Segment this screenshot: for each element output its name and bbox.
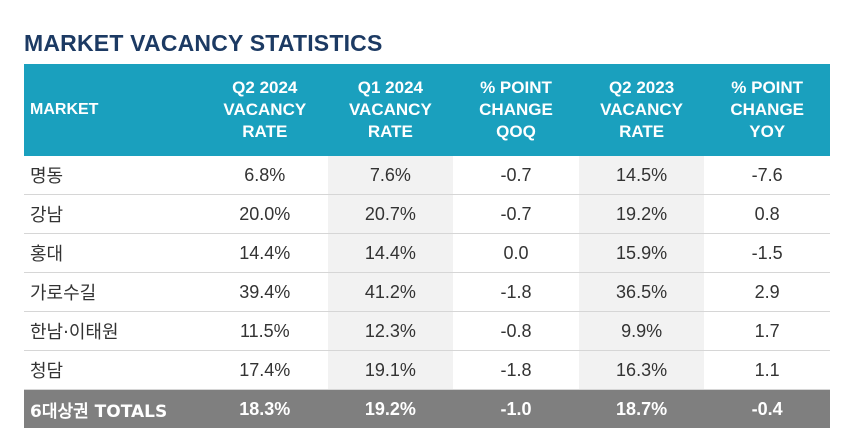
yoy-change-cell: 2.9: [704, 272, 830, 312]
qoq-change-cell: -1.8: [453, 350, 579, 390]
table-row: 한남·이태원 11.5% 12.3% -0.8 9.9% 1.7: [24, 311, 830, 351]
q1-2024-vacancy-cell: 20.7%: [327, 194, 454, 234]
yoy-change-cell: -1.5: [704, 233, 830, 273]
q1-2024-vacancy-cell: 7.6%: [327, 156, 454, 195]
header-line: % POINT: [731, 78, 804, 97]
header-point-change-qoq: % POINT CHANGE QOQ: [453, 64, 579, 156]
market-cell: 가로수길: [24, 272, 202, 312]
totals-row: 6대상권 TOTALS 18.3% 19.2% -1.0 18.7% -0.4: [24, 389, 830, 428]
header-line: VACANCY: [348, 100, 432, 119]
qoq-change-cell: -0.7: [453, 194, 579, 234]
header-line: RATE: [242, 122, 288, 141]
header-line: % POINT: [480, 78, 552, 97]
page-title: MARKET VACANCY STATISTICS: [24, 30, 383, 56]
header-line: VACANCY: [600, 100, 683, 119]
totals-q1-2024-vacancy-cell: 19.2%: [327, 389, 454, 428]
table-header-row: MARKET Q2 2024 VACANCY RATE Q1 2024 VACANCY RA…: [24, 64, 830, 156]
header-line: RATE: [619, 122, 665, 141]
qoq-change-cell: -0.8: [453, 311, 579, 351]
q2-2024-vacancy-cell: 39.4%: [202, 272, 328, 312]
vacancy-table: MARKET Q2 2024 VACANCY RATE Q1 2024 VACANCY RA…: [24, 64, 830, 428]
qoq-change-cell: -0.7: [453, 156, 579, 195]
header-market: MARKET: [24, 64, 202, 156]
market-cell: 청담: [24, 350, 202, 390]
q1-2024-vacancy-cell: 14.4%: [327, 233, 454, 273]
q1-2024-vacancy-cell: 41.2%: [327, 272, 454, 312]
totals-yoy-change-cell: -0.4: [704, 389, 830, 428]
header-line: MARKET: [30, 101, 99, 118]
q1-2024-vacancy-cell: 12.3%: [327, 311, 454, 351]
market-cell: 강남: [24, 194, 202, 234]
market-cell: 명동: [24, 156, 202, 195]
yoy-change-cell: 1.7: [704, 311, 830, 351]
qoq-change-cell: -1.8: [453, 272, 579, 312]
header-line: RATE: [367, 122, 413, 141]
q2-2023-vacancy-cell: 36.5%: [578, 272, 705, 312]
table-row: 명동 6.8% 7.6% -0.7 14.5% -7.6: [24, 156, 830, 195]
table-body: 명동 6.8% 7.6% -0.7 14.5% -7.6 강남 20.0% 20.7% -0.7 1…: [24, 156, 830, 390]
header-q2-2024-vacancy-rate: Q2 2024 VACANCY RATE: [202, 64, 328, 156]
totals-qoq-change-cell: -1.0: [453, 389, 579, 428]
table-row: 청담 17.4% 19.1% -1.8 16.3% 1.1: [24, 350, 830, 390]
header-line: CHANGE: [479, 100, 553, 119]
market-cell: 홍대: [24, 233, 202, 273]
header-q1-2024-vacancy-rate: Q1 2024 VACANCY RATE: [327, 64, 454, 156]
table-row: 강남 20.0% 20.7% -0.7 19.2% 0.8: [24, 194, 830, 234]
table-row: 가로수길 39.4% 41.2% -1.8 36.5% 2.9: [24, 272, 830, 312]
q2-2023-vacancy-cell: 15.9%: [578, 233, 705, 273]
q2-2023-vacancy-cell: 9.9%: [578, 311, 705, 351]
header-line: QOQ: [496, 122, 536, 141]
yoy-change-cell: 0.8: [704, 194, 830, 234]
header-line: Q1 2024: [357, 78, 423, 97]
totals-q2-2023-vacancy-cell: 18.7%: [578, 389, 705, 428]
header-point-change-yoy: % POINT CHANGE YOY: [704, 64, 830, 156]
yoy-change-cell: 1.1: [704, 350, 830, 390]
market-cell: 한남·이태원: [24, 311, 202, 351]
qoq-change-cell: 0.0: [453, 233, 579, 273]
q2-2024-vacancy-cell: 11.5%: [202, 311, 328, 351]
header-q2-2023-vacancy-rate: Q2 2023 VACANCY RATE: [578, 64, 705, 156]
totals-q2-2024-vacancy-cell: 18.3%: [202, 389, 328, 428]
header-line: CHANGE: [730, 100, 805, 119]
q2-2024-vacancy-cell: 6.8%: [202, 156, 328, 195]
q2-2023-vacancy-cell: 16.3%: [578, 350, 705, 390]
header-line: VACANCY: [223, 100, 307, 119]
header-line: Q2 2023: [608, 78, 675, 97]
q1-2024-vacancy-cell: 19.1%: [327, 350, 454, 390]
q2-2023-vacancy-cell: 14.5%: [578, 156, 705, 195]
q2-2024-vacancy-cell: 20.0%: [202, 194, 328, 234]
header-line: Q2 2024: [232, 78, 298, 97]
yoy-change-cell: -7.6: [704, 156, 830, 195]
table-row: 홍대 14.4% 14.4% 0.0 15.9% -1.5: [24, 233, 830, 273]
q2-2024-vacancy-cell: 14.4%: [202, 233, 328, 273]
header-line: YOY: [749, 122, 786, 141]
q2-2023-vacancy-cell: 19.2%: [578, 194, 705, 234]
q2-2024-vacancy-cell: 17.4%: [202, 350, 328, 390]
totals-label: 6대상권 TOTALS: [24, 389, 202, 428]
